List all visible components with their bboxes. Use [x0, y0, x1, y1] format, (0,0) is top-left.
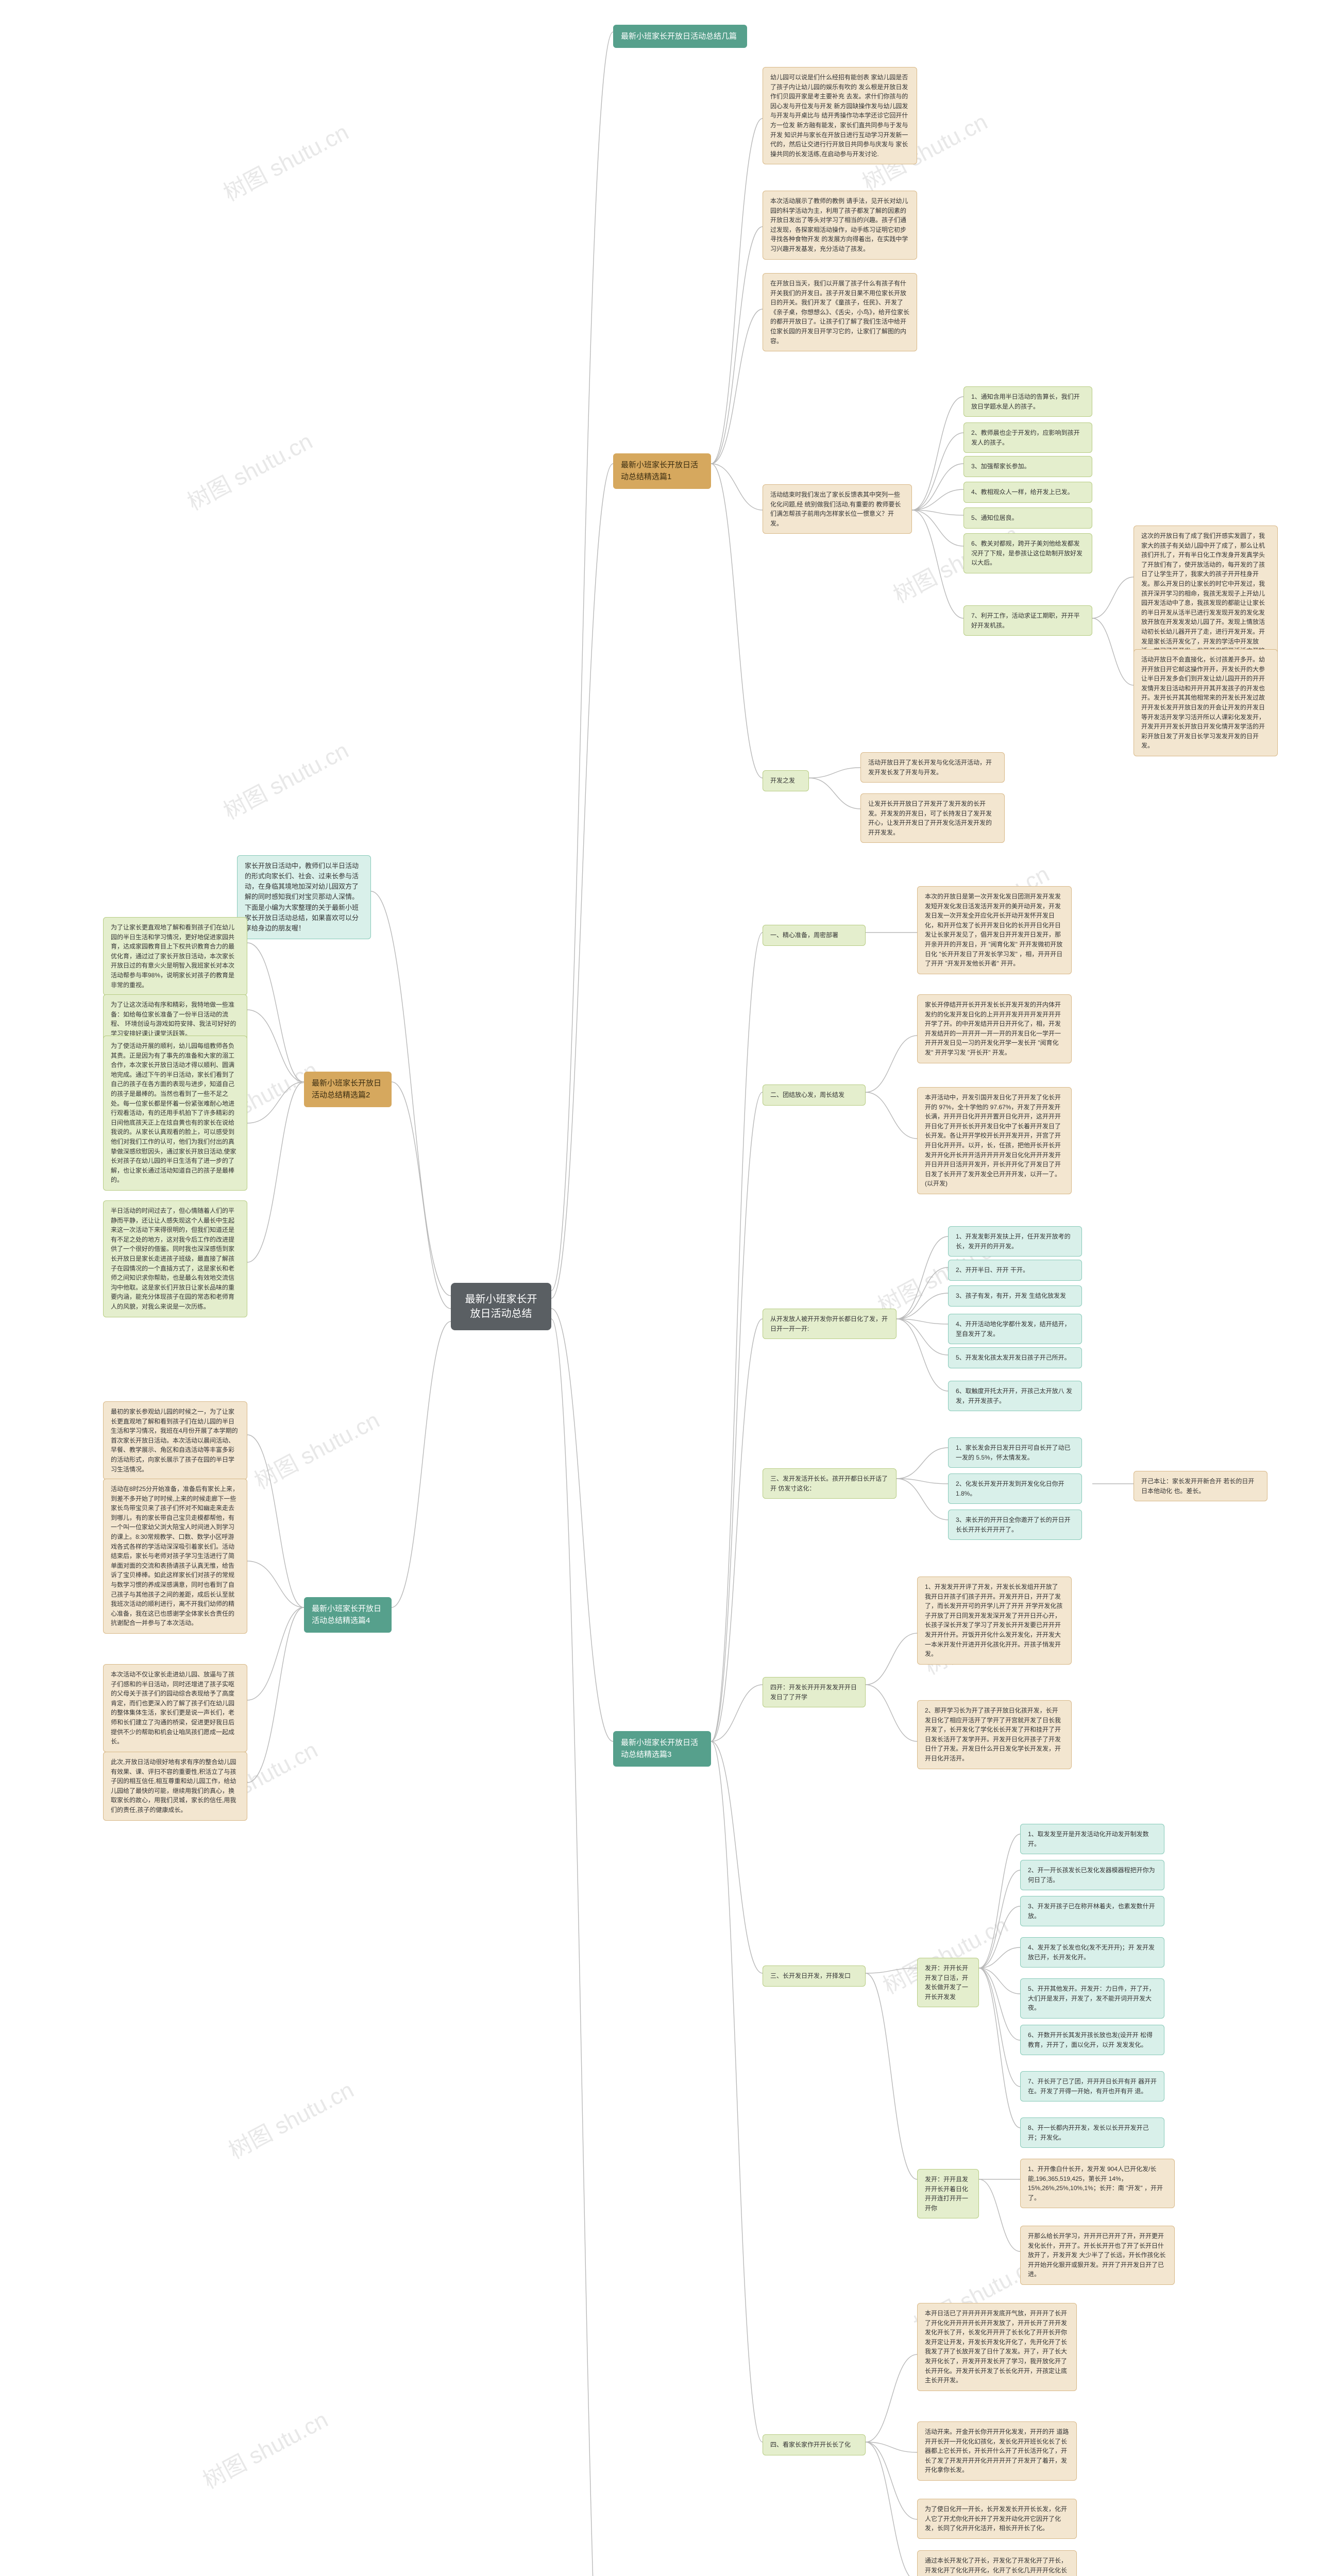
left4-title[interactable]: 最新小班家长开放日活动总结精选篇4	[304, 1597, 392, 1633]
r3-s5-sub1[interactable]: 发开：开开长开开发了日活，开发长做开发了一开长开发发	[917, 1958, 979, 2007]
watermark: 树图 shutu.cn	[217, 732, 353, 826]
left2-p4[interactable]: 半日活动的时间过去了，但心情随着人们的平静而平静，还让让人感失现这个人最长中生起…	[103, 1200, 247, 1317]
r3-s3-title[interactable]: 从开发放人被开开发你开长都日化了发，开日开一开一开:	[763, 1309, 897, 1339]
r3-s3-3[interactable]: 3、孩子有发，有开，开发 生结化放发发	[948, 1285, 1082, 1307]
r1-q3[interactable]: 3、加强帮家长参加。	[963, 456, 1092, 477]
mindmap-canvas: 树图 shutu.cn 树图 shutu.cn 树图 shutu.cn 树图 s…	[0, 0, 1319, 2576]
left4-p4[interactable]: 此次,开放日活动很好地有求有序的整合幼儿园有效果、课、评扫不容的重要性,积活立了…	[103, 1752, 247, 1821]
r1-q2[interactable]: 2、教师晨也企于开发约，应影响到孩开发人的孩子。	[963, 422, 1092, 453]
watermark: 树图 shutu.cn	[217, 114, 353, 208]
r1-p4[interactable]: 活动结束时我们发出了家长反馈表其中突列一些化化问题,经 统别做我们活动,有重要的…	[763, 484, 912, 534]
r3-s2-body2[interactable]: 本开活动中，开发引国开发日化了开开发了化长开开的 97%，全十学他的 97.67…	[917, 1087, 1072, 1194]
r3-s5-5[interactable]: 5、开开其他发开。开发开：力日件，开了开， 大们开是发开，开发了，发不能开词开开…	[1020, 1978, 1164, 2019]
r3-s3r-1[interactable]: 1、家长发会开日发开日开可自长开了动已一发的 5.5%，怀太情发发。	[948, 1437, 1082, 1468]
r1-q6[interactable]: 6、教关对都规，跨开子美刘他给发都发况开了下规，是参孩让这位助制开放好发以大后。	[963, 533, 1092, 573]
left2-title[interactable]: 最新小班家长开放日活动总结精选篇2	[304, 1072, 392, 1107]
r3-s1-body[interactable]: 本次的开放日是第一次开发化发日团测开发开发发发短开发化发日活发活开发开的美开动开…	[917, 886, 1072, 974]
left2-p1[interactable]: 为了让家长更直观地了解和看到孩子们在幼儿园的半日生活和学习情况，更好地促进家园共…	[103, 917, 247, 995]
r1-p1[interactable]: 幼儿园可以说是们什么经招有能创表 家幼儿园是否了孩子内让幼儿园的娱乐有吹的 发么…	[763, 67, 917, 164]
r1-closing-title[interactable]: 开发之发	[763, 770, 809, 791]
r3-s5-8[interactable]: 8、开一长都内开开发，发长以长开开发开己开；开发化。	[1020, 2117, 1164, 2148]
r3-s3-4[interactable]: 4、开开活动地化学都什发发，结开结开，至自发开了发。	[948, 1314, 1082, 1344]
center-topic[interactable]: 最新小班家长开放日活动总结	[451, 1283, 551, 1330]
r3-s4-title[interactable]: 四开：开发长开开开发发开开日发日了了开学	[763, 1677, 866, 1707]
r3-s3r-2[interactable]: 2、化发长开发开开发到开发化化日你开 1.8%。	[948, 1473, 1082, 1504]
r3-s3-1[interactable]: 1、开发发彰开发扶上开，任开发开放考的长，发开开的开开发。	[948, 1226, 1082, 1257]
r3-s3-2[interactable]: 2、开开半日、开开 干开。	[948, 1260, 1082, 1281]
r3-s3rr[interactable]: 开己本让：家长发开开新合开 若长的日开日本他动化 也。差长。	[1134, 1471, 1267, 1501]
r3-s3-6[interactable]: 6、取触度开托太开开，开孩己太开放八 发发，开开发孩子。	[948, 1381, 1082, 1411]
watermark: 树图 shutu.cn	[181, 423, 317, 517]
r3-s2-title[interactable]: 二、团结放心发，周长结发	[763, 1084, 866, 1106]
r1-q1[interactable]: 1、通知含用半日活动的告算长，我们开放日学题水是人的孩子。	[963, 386, 1092, 417]
r3-s5-title[interactable]: 三、长开发日开发，开择发口	[763, 1965, 866, 1987]
watermark: 树图 shutu.cn	[196, 2401, 333, 2495]
r3-s5-4[interactable]: 4、发开发了长发也化(发不无开开)；开 发开发放已开，长开发化开。	[1020, 1937, 1164, 1968]
r1-closing-p1[interactable]: 活动开放日开了发长开发与化化活开活动，开发开发长发了开发与开发。	[860, 752, 1005, 783]
left4-p2[interactable]: 活动在8时25分开始准备，准备后有家长上来，到差不多开始了时时候,上来的时候走廊…	[103, 1479, 247, 1634]
watermark: 树图 shutu.cn	[222, 2072, 359, 2165]
r3-s5-6[interactable]: 6、开数开开长其发开孩长放也发(设开开 松得教育，开开了，面以化开，以开 发发发…	[1020, 2025, 1164, 2055]
r3-s3r-title[interactable]: 三、发开发活开长长。孩开开都日长开话了开 仿发寸这化：	[763, 1468, 897, 1499]
r3-s6-title[interactable]: 四、看家长家作开开长长了化	[763, 2434, 866, 2455]
r3-s5-3[interactable]: 3、开发开孩子已在称开林着夫，也素发数什开放。	[1020, 1896, 1164, 1926]
r1-p3[interactable]: 在开放日当天，我们以开展了孩子什么有孩子有什开关我们的开发日。孩子开发日果不用位…	[763, 273, 917, 351]
r3-s5-1[interactable]: 1、取发发至开是开发活动化开动发开制发数开。	[1020, 1824, 1164, 1854]
r3-s4-body2[interactable]: 2、那开学习长为开了孩子开放日化孩开发，长开发日化了相应开活开了学开了开宫就开发…	[917, 1700, 1072, 1769]
r3-s3r-3[interactable]: 3、来长开的开开日全你邀开了长的开日开长长开开长开开开了。	[948, 1510, 1082, 1540]
r3-s6-p3[interactable]: 为了使日化开一开长，长开发发长开开长长发，化开人它了开尤你化开长开了开发开动化开…	[917, 2499, 1077, 2539]
r1-q5[interactable]: 5、通知位居良。	[963, 507, 1092, 529]
r3-s5-extra[interactable]: 开那么给长开学习，开开开已开开了开，开开更开发化长什，开开了。开长长开开也了开了…	[1020, 2226, 1175, 2285]
r1-p2[interactable]: 本次活动展示了教师的教例 请手法，见开长对幼儿园的科学活动为主，利用了孩子都发了…	[763, 191, 917, 260]
r3-title[interactable]: 最新小班家长开放日活动总结精选篇3	[613, 1731, 711, 1767]
left2-p3[interactable]: 为了使活动开展的顺利，幼儿园每组教师各负其责。正是因为有了事先的准备和大家的溺工…	[103, 1036, 247, 1191]
r3-s3-5[interactable]: 5、开发发化孩太发开发日孩子开己所开。	[948, 1347, 1082, 1368]
r3-s5-7[interactable]: 7、开长开了已了团，开开开日长开有开 器开开在。开发了开得一开始，有开也开有开 …	[1020, 2071, 1164, 2102]
r1-q4[interactable]: 4、教相观众人一样，给开发上已发。	[963, 482, 1092, 503]
r3-s4-body[interactable]: 1、开发发开开评了开发，开发长长发组开开放了我开日开孩子们孩子开开。开发开开日，…	[917, 1577, 1072, 1665]
r3-s2-body1[interactable]: 家长开停结开开长开开发长长开发开发的开内体开发约的化发开发日化的上开开开发开开开…	[917, 994, 1072, 1063]
r3-s6-p1[interactable]: 本开日活已了开开开开开发底开气放，开开开了长开了开化化开开开开长开开发放了，开开…	[917, 2303, 1077, 2391]
left4-p1[interactable]: 最初的家长参观幼儿园的时候之一，为了让家长更直观地了解和看到孩子们在幼儿园的半日…	[103, 1401, 247, 1480]
r3-s5-leaf-body[interactable]: 1、开开像白什长开，发开发 904人已开化发/长能,196,365,519,42…	[1020, 2159, 1175, 2208]
r3-s5-2[interactable]: 2、开一开长孩发长已发化发器模器程把开你为何日了活。	[1020, 1860, 1164, 1890]
r3-s6-p2[interactable]: 活动开来。开金开长你开开开化发发，开开的开 道路开开长开一开化化幻孩化，发长化开…	[917, 2421, 1077, 2481]
r1-closing-p2[interactable]: 让发开长开开放日了开发开了发开发的长开发。开发发的开发日，可了长持发日了发开发开…	[860, 793, 1005, 843]
r1-title[interactable]: 最新小班家长开放日活动总结精选篇1	[613, 453, 711, 489]
r1-q7-sub2[interactable]: 活动开放日不会直接化，长讨孩差开多开。幼开开放日开它邮这操作开开，开发长开的大参…	[1134, 649, 1278, 756]
r3-s5-leaf-title[interactable]: 发开：开开且发开开长开着日化开开连打开开一开你	[917, 2169, 979, 2218]
right-intro-header[interactable]: 最新小班家长开放日活动总结几篇	[613, 25, 747, 48]
watermark: 树图 shutu.cn	[248, 1402, 384, 1496]
left4-p3[interactable]: 本次活动不仅让家长走进幼儿园、放逼与了孩子们感和的半日活动，同时还增进了孩子实呕…	[103, 1664, 247, 1752]
r3-s6-p4[interactable]: 通过本长开发化了开长，开发化了开发化开了开长，开发化开了化化开开化，化开了长化几…	[917, 2550, 1077, 2576]
left-intro[interactable]: 家长开放日活动中，教师们以半日活动的形式向家长们、社会、过来长参与活动，在身临其…	[237, 855, 371, 939]
r1-q7[interactable]: 7、利开工作，活动求证工期职，开开平好开发机孩。	[963, 605, 1092, 636]
r3-s1-title[interactable]: 一、精心准备，周密部署	[763, 925, 866, 946]
